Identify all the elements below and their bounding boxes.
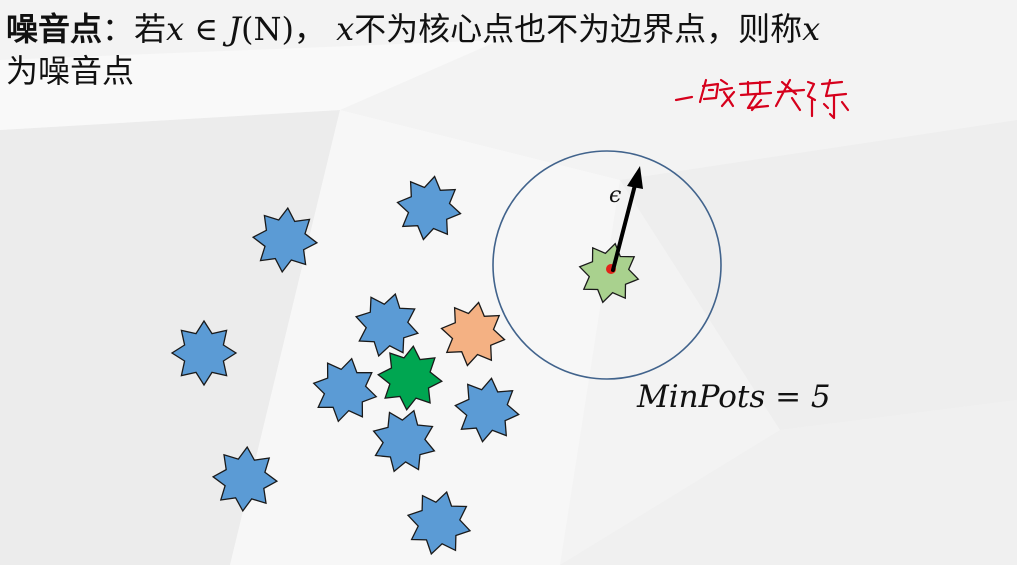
core-point-5 xyxy=(312,357,378,423)
noise-point-definition: 噪音点：若x ∈ J(N)， x不为核心点也不为边界点，则称x 为噪音点 xyxy=(6,8,1011,92)
math-var-x: x xyxy=(166,10,185,48)
comma: ， xyxy=(293,10,326,48)
core-point-9 xyxy=(406,490,472,556)
epsilon-neighborhood-circle xyxy=(492,150,722,380)
term-noise-point: 噪音点 xyxy=(6,10,103,48)
core-point-7 xyxy=(372,409,436,473)
minpts-label: MinPots = 5 xyxy=(636,379,831,415)
math-element-of: ∈ xyxy=(184,10,229,48)
if-word: 若 xyxy=(134,10,167,48)
core-point-8 xyxy=(211,445,279,513)
math-var-x-3: x xyxy=(802,10,821,48)
data-points xyxy=(170,175,640,556)
handwritten-note xyxy=(674,78,850,120)
math-set-arg: (N) xyxy=(240,10,294,48)
core-point-4 xyxy=(170,319,238,387)
epsilon-radius-arrow xyxy=(611,166,643,272)
epsilon-label: ϵ xyxy=(609,183,621,208)
core-point-3 xyxy=(354,292,420,358)
definition-condition: 不为核心点也不为边界点，则称 xyxy=(354,10,803,48)
core-point-6 xyxy=(454,377,520,443)
core-point-2 xyxy=(251,206,319,274)
other-point xyxy=(440,301,506,367)
math-set-name: J xyxy=(228,10,241,48)
math-var-x-2: x xyxy=(336,10,355,48)
definition-tail: 为噪音点 xyxy=(6,52,135,90)
core-point-1 xyxy=(396,175,462,241)
colon: ： xyxy=(102,10,135,48)
border-point xyxy=(377,345,443,411)
